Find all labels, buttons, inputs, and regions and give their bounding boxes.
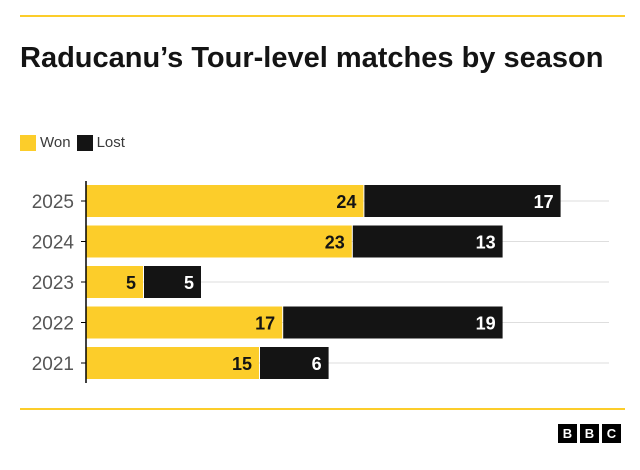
top-rule [20,15,625,17]
bar-lost [283,306,503,339]
y-tick-label: 2021 [32,354,74,375]
bar-won [86,347,259,379]
bar-won [86,266,143,298]
logo-letter: B [580,424,599,443]
data-label-won: 24 [336,192,356,212]
data-label-won: 17 [255,314,275,334]
bar-lost [260,347,329,379]
bar-lost [352,225,503,258]
bar-lost [364,185,561,217]
y-tick-label: 2024 [32,233,75,254]
data-label-won: 23 [325,233,345,253]
data-label-won: 15 [232,354,252,374]
legend-item-won: Won [20,134,71,151]
logo-letter: C [602,424,621,443]
bbc-logo: B B C [555,424,621,443]
legend: Won Lost [20,134,131,151]
bar-won [86,306,283,339]
data-label-lost: 19 [476,314,496,334]
bottom-rule [20,408,625,410]
legend-label-lost: Lost [96,134,125,151]
data-label-lost: 13 [476,233,496,253]
legend-label-won: Won [40,134,71,151]
data-label-lost: 5 [184,273,194,293]
bar-won [86,225,352,258]
chart-title: Raducanu’s Tour-level matches by season [20,42,604,74]
y-tick-label: 2025 [32,192,74,213]
y-tick-label: 2022 [32,314,74,335]
bar-won [86,185,364,217]
y-tick-label: 2023 [32,273,74,294]
legend-swatch-lost [76,134,93,151]
legend-swatch-won [20,134,36,151]
bar-lost [144,266,201,298]
logo-letter: B [558,424,577,443]
legend-item-lost: Lost [76,134,125,151]
data-label-won: 5 [126,273,136,293]
data-label-lost: 6 [312,354,322,374]
data-label-lost: 17 [534,192,554,212]
